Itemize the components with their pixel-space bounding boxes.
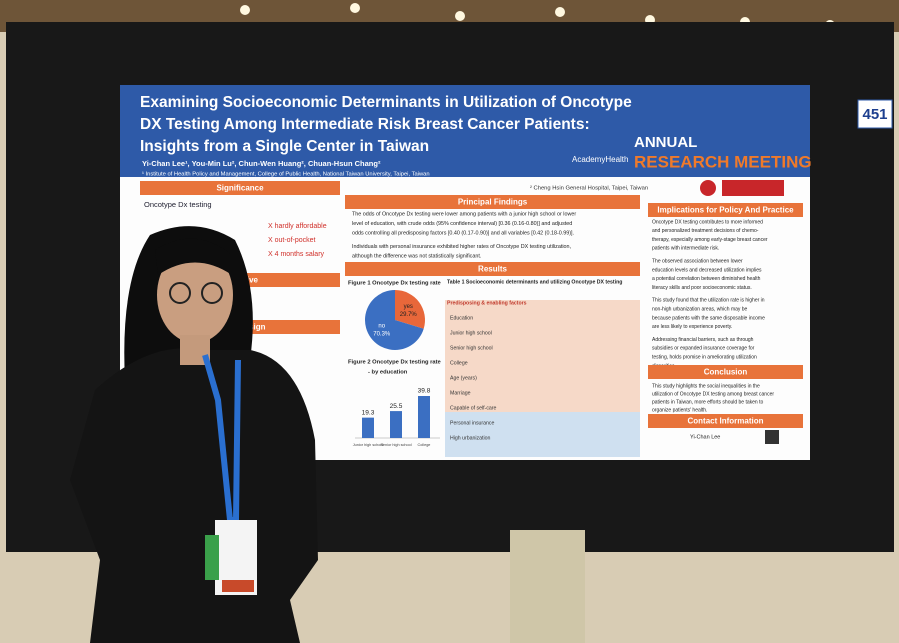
affiliation: ¹ Institute of Health Policy and Managem…	[142, 172, 430, 178]
section-header: Conclusion	[704, 368, 748, 377]
poster-title: Insights from a Single Center in Taiwan	[140, 138, 429, 155]
section-header: Significance	[216, 184, 264, 193]
affiliation: ² Cheng Hsin General Hospital, Taipei, T…	[530, 186, 648, 192]
text-line: X hardly affordable	[268, 223, 327, 230]
section-header-bg	[140, 181, 340, 195]
bar	[390, 411, 402, 438]
poster-title: DX Testing Among Intermediate Risk Breas…	[140, 116, 590, 133]
text-line: organize patients' health.	[652, 407, 707, 413]
table-row-label: Marriage	[450, 390, 471, 396]
board-number: 451	[862, 106, 887, 123]
figure-title: Figure 1 Oncotype Dx testing rate	[348, 281, 442, 287]
meeting-title: ANNUAL	[634, 134, 697, 151]
pie-slice	[365, 290, 424, 350]
person	[70, 226, 318, 643]
bar-value: 39.8	[418, 388, 431, 395]
visitor-legs	[510, 530, 585, 643]
text-line: The observed association between lower	[652, 259, 743, 265]
meeting-title: RESEARCH MEETING	[634, 152, 812, 171]
poster-header	[120, 85, 810, 177]
authors: Yi-Chan Lee¹, You-Min Lu², Chun-Wen Huan…	[142, 159, 381, 168]
section-header-bg	[345, 262, 640, 276]
bar-category: Junior high school	[353, 443, 384, 447]
text-line: Individuals with personal insurance exhi…	[352, 244, 572, 250]
text-line: level of education, with crude odds (95%…	[352, 221, 572, 227]
table-bg	[445, 300, 640, 412]
text-line: testing, holds promise in ameliorating u…	[652, 355, 757, 361]
figure-title: Figure 2 Oncotype Dx testing rate	[348, 360, 442, 366]
text-line: and personalized treatment decisions of …	[652, 228, 759, 234]
table-row-label: Education	[450, 315, 473, 321]
brand: AcademyHealth	[572, 155, 628, 164]
text-line: X out-of-pocket	[268, 237, 316, 244]
table-row-label: Senior high school	[450, 345, 493, 351]
contact-name: Yi-Chan Lee	[690, 434, 720, 440]
section-header: Principal Findings	[458, 198, 528, 207]
hospital-logo	[722, 180, 784, 196]
bar	[418, 396, 430, 438]
hospital-emblem	[700, 180, 716, 196]
text-line: Oncotype Dx testing	[144, 200, 212, 209]
text-line: patients in Taiwan, more efforts should …	[652, 399, 763, 405]
text-line: patients with intermediate risk.	[652, 246, 719, 252]
text-line: although the difference was not statisti…	[352, 253, 481, 259]
text-line: This study highlights the social inequal…	[652, 383, 760, 389]
table-row-label: Personal insurance	[450, 420, 495, 426]
table-row-label: Junior high school	[450, 330, 492, 336]
text-line: therapy, especially among early-stage br…	[652, 237, 768, 243]
pie-slice	[395, 289, 425, 329]
section-header-bg	[345, 195, 640, 209]
text-line: a potential correlation between diminish…	[652, 276, 761, 282]
bar-value: 25.5	[390, 403, 403, 410]
table-row-label: College	[450, 360, 468, 366]
bar-category: College	[418, 443, 431, 447]
text-line: non-high urbanization areas, which may b…	[652, 307, 748, 313]
text-line: odds controlling all predisposing factor…	[352, 230, 574, 236]
poster-title: Examining Socioeconomic Determinants in …	[140, 94, 632, 111]
section-header: Implications for Policy And Practice	[657, 206, 794, 215]
table-row-label: Age (years)	[450, 375, 477, 381]
text-line: utilization of Oncotype DX testing among…	[652, 391, 774, 397]
text-line: literacy skills and poor socioeconomic s…	[652, 285, 752, 291]
text-line: Addressing financial barriers, such as t…	[652, 337, 754, 343]
section-header-bg	[648, 203, 803, 217]
text-line: subsidies or expanded insurance coverage…	[652, 346, 755, 352]
text-line: X 4 months salary	[268, 251, 325, 258]
slice-value: 70.3%	[373, 331, 391, 337]
text-line: education levels and decreased utilizati…	[652, 267, 762, 273]
text-line: Oncotype DX testing contributes to more …	[652, 219, 763, 225]
section-header: Contact Information	[688, 417, 764, 426]
slice-value: 29.7%	[400, 312, 418, 318]
board-number-plate	[857, 99, 893, 129]
bar-value: 19.3	[362, 409, 375, 416]
slice-label: no	[378, 323, 385, 329]
slice-label: yes	[404, 304, 413, 310]
bar	[362, 417, 374, 438]
figure-subtitle: - by education	[368, 370, 408, 376]
qr-code	[765, 430, 779, 444]
text-line: because patients with the same disposabl…	[652, 315, 765, 321]
section-header-bg	[648, 414, 803, 428]
table-row-label: High urbanization	[450, 435, 490, 441]
section-header: Results	[478, 265, 507, 274]
table-row-label: Capable of self-care	[450, 405, 497, 411]
bar-category: Senior high school	[380, 443, 411, 447]
table-bg	[445, 412, 640, 457]
text-line: are less likely to experience poverty.	[652, 324, 732, 330]
table-title: Table 1 Socioeconomic determinants and u…	[447, 279, 622, 285]
section-header-bg	[648, 365, 803, 379]
text-line: The odds of Oncotype Dx testing were low…	[352, 211, 576, 217]
text-line: This study found that the utilization ra…	[652, 298, 765, 304]
table-row-label: Predisposing & enabling factors	[447, 300, 527, 306]
